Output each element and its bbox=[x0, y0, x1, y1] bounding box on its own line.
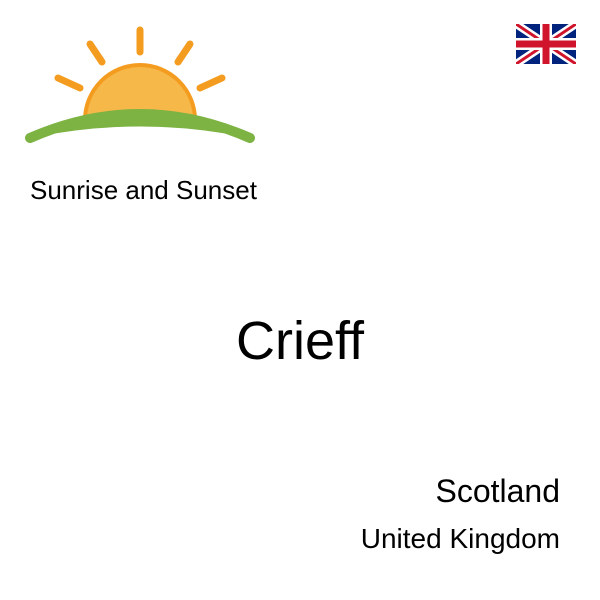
brand-text: Sunrise and Sunset bbox=[30, 175, 257, 206]
region-name: Scotland bbox=[435, 473, 560, 510]
country-name: United Kingdom bbox=[361, 523, 560, 555]
sunrise-logo-icon bbox=[20, 20, 260, 170]
city-name: Crieff bbox=[0, 310, 600, 372]
uk-flag-icon bbox=[516, 24, 576, 64]
